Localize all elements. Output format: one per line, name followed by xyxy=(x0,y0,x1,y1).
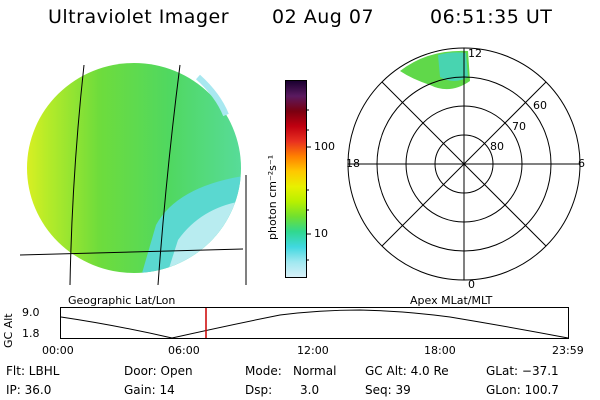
status-door: Door: Open xyxy=(124,364,193,378)
status-mode-label: Mode: xyxy=(245,364,282,378)
time-label: 06:51:35 UT xyxy=(430,6,553,28)
app-title: Ultraviolet Imager xyxy=(48,6,230,28)
timeline-xtick-2359: 23:59 xyxy=(552,344,584,357)
timeline-ylabel: GC Alt xyxy=(2,313,15,348)
colorbar-unit-label: photon cm⁻²s⁻¹ xyxy=(266,154,279,240)
mlat-label-80: 80 xyxy=(490,140,504,153)
timeline-xtick-0600: 06:00 xyxy=(168,344,200,357)
status-glat: GLat: −37.1 xyxy=(486,364,559,378)
geographic-image-panel xyxy=(19,63,247,286)
timeline-ytick-1.8: 1.8 xyxy=(22,327,40,340)
timeline-xtick-0000: 00:00 xyxy=(42,344,74,357)
status-mode-value: Normal xyxy=(293,364,337,378)
color-scale-ticks xyxy=(306,109,311,261)
mlt-label-18: 18 xyxy=(346,157,360,170)
status-sequence: Seq: 39 xyxy=(365,383,411,397)
colorbar-tick-10: 10 xyxy=(314,227,328,240)
geo-panel-caption: Geographic Lat/Lon xyxy=(68,294,176,307)
date-label: 02 Aug 07 xyxy=(272,6,375,28)
colorbar-tick-100: 100 xyxy=(314,140,335,153)
mlt-label-6: 6 xyxy=(578,157,585,170)
timeline-xtick-1800: 18:00 xyxy=(424,344,456,357)
geo-longitude-line xyxy=(157,64,181,286)
status-filter: Flt: LBHL xyxy=(6,364,60,378)
mlat-label-70: 70 xyxy=(512,120,526,133)
color-scale-bar xyxy=(285,80,307,278)
status-dsp-label: Dsp: xyxy=(245,383,273,397)
geo-latitude-line xyxy=(19,248,244,256)
status-dsp-value: 3.0 xyxy=(300,383,320,397)
gc-altitude-curve xyxy=(60,309,569,339)
mlt-label-12: 12 xyxy=(468,47,482,60)
status-ip: IP: 36.0 xyxy=(6,383,52,397)
status-gain: Gain: 14 xyxy=(124,383,175,397)
status-gc-altitude: GC Alt: 4.0 Re xyxy=(365,364,449,378)
status-glon: GLon: 100.7 xyxy=(486,383,559,397)
orbit-altitude-trace xyxy=(60,307,569,339)
polar-plot-panel xyxy=(347,47,581,281)
timeline-ytick-9: 9.0 xyxy=(22,306,40,319)
mlt-label-0: 0 xyxy=(468,278,475,291)
timeline-xtick-1200: 12:00 xyxy=(297,344,329,357)
polar-panel-caption: Apex MLat/MLT xyxy=(410,294,493,307)
geo-longitude-line xyxy=(69,64,85,286)
mlat-label-60: 60 xyxy=(533,99,547,112)
